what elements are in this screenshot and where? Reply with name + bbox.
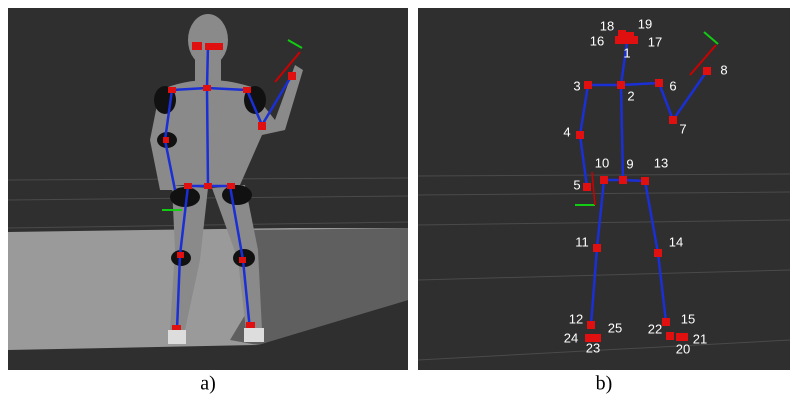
floor-grid bbox=[417, 173, 791, 361]
joint-label: 21 bbox=[693, 331, 707, 346]
feet bbox=[168, 328, 264, 344]
joint-label: 4 bbox=[563, 124, 570, 139]
joint-label: 10 bbox=[595, 155, 609, 170]
joint-label: 11 bbox=[575, 234, 589, 249]
joint bbox=[703, 67, 711, 75]
joint-label: 12 bbox=[569, 311, 583, 326]
joint-label: 15 bbox=[681, 311, 695, 326]
joints-a bbox=[163, 42, 296, 334]
joint-label: 7 bbox=[679, 121, 686, 136]
joint bbox=[619, 176, 627, 184]
joint-label: 23 bbox=[586, 340, 600, 355]
joint bbox=[618, 30, 626, 38]
joint-label: 5 bbox=[573, 177, 580, 192]
hand-arrow bbox=[274, 51, 301, 83]
joint bbox=[626, 32, 634, 40]
joint bbox=[680, 333, 688, 341]
joint bbox=[587, 321, 595, 329]
hand-axis bbox=[703, 31, 719, 45]
hand-axis bbox=[287, 39, 303, 49]
joint bbox=[593, 244, 601, 252]
joint-label: 24 bbox=[564, 330, 578, 345]
joint bbox=[600, 176, 608, 184]
panel-a: a) bbox=[7, 8, 409, 395]
joint-label: 13 bbox=[654, 155, 668, 170]
joint-label: 18 bbox=[600, 18, 614, 33]
joint bbox=[662, 318, 670, 326]
joint bbox=[593, 334, 601, 342]
joint-label: 20 bbox=[676, 341, 690, 356]
joint-label: 8 bbox=[720, 62, 727, 77]
joint-label: 3 bbox=[573, 78, 580, 93]
joint bbox=[615, 36, 623, 44]
joint bbox=[669, 116, 677, 124]
joint-label: 6 bbox=[669, 78, 676, 93]
joint bbox=[576, 131, 584, 139]
joint bbox=[641, 177, 649, 185]
joint bbox=[585, 334, 593, 342]
joint bbox=[654, 249, 662, 257]
joint bbox=[617, 81, 625, 89]
joint-label: 25 bbox=[608, 320, 622, 335]
joint bbox=[666, 332, 674, 340]
joint bbox=[584, 81, 592, 89]
joint bbox=[583, 183, 591, 191]
joint-label: 2 bbox=[627, 88, 634, 103]
caption: a) bbox=[200, 373, 216, 395]
joint-label: 19 bbox=[638, 16, 652, 31]
hip-arrow bbox=[591, 171, 596, 206]
hand-arrow bbox=[689, 44, 717, 76]
joint bbox=[655, 79, 663, 87]
joint-label: 17 bbox=[648, 34, 662, 49]
joint-label: 16 bbox=[590, 33, 604, 48]
joint-label: 22 bbox=[648, 321, 662, 336]
joint-label: 1 bbox=[623, 45, 630, 60]
joint-label: 14 bbox=[669, 234, 683, 249]
shadow bbox=[230, 228, 408, 345]
joint-label: 9 bbox=[626, 156, 633, 171]
caption: b) bbox=[596, 373, 613, 395]
